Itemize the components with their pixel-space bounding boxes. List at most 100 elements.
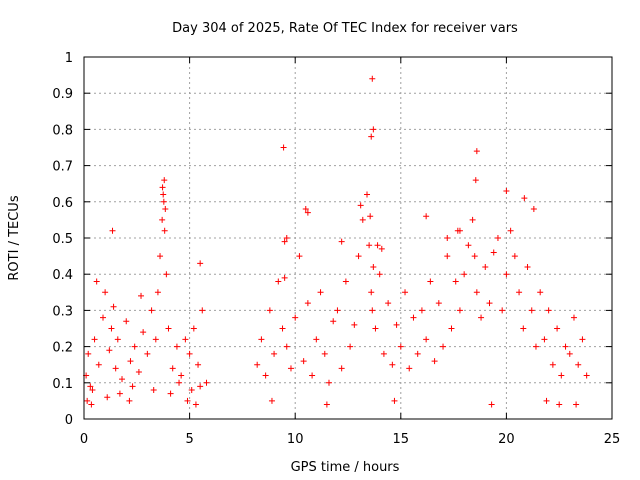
data-point <box>309 372 316 379</box>
data-point <box>203 379 210 386</box>
x-tick-label: 25 <box>604 432 621 447</box>
data-point <box>317 289 324 296</box>
data-point <box>368 133 375 140</box>
data-point <box>402 289 409 296</box>
data-point <box>369 75 376 82</box>
data-point <box>435 300 442 307</box>
data-point <box>427 278 434 285</box>
data-point <box>393 321 400 328</box>
data-point <box>281 274 288 281</box>
data-point <box>583 372 590 379</box>
data-point <box>465 242 472 249</box>
data-point <box>169 365 176 372</box>
data-point <box>575 361 582 368</box>
x-tick-label: 15 <box>393 432 410 447</box>
data-point <box>300 358 307 365</box>
data-point <box>494 235 501 241</box>
plot-frame <box>83 56 613 420</box>
data-point <box>119 376 126 383</box>
data-point <box>160 198 167 205</box>
data-point <box>84 397 91 404</box>
data-point <box>157 253 164 260</box>
data-point <box>114 336 121 343</box>
data-point <box>283 343 290 350</box>
data-point <box>503 187 510 194</box>
data-point <box>562 343 569 350</box>
data-point <box>91 336 98 343</box>
data-point <box>521 195 528 202</box>
x-axis-label: GPS time / hours <box>291 460 400 475</box>
data-point <box>566 350 573 357</box>
data-point <box>473 289 480 296</box>
y-tick-label: 0 <box>65 413 73 428</box>
data-point <box>292 314 299 321</box>
data-point <box>173 343 180 350</box>
y-tick-label: 1 <box>65 51 73 66</box>
data-point <box>162 206 169 213</box>
data-point <box>287 365 294 372</box>
y-tick-label: 0.4 <box>52 268 73 283</box>
data-point <box>338 238 345 245</box>
data-point <box>473 148 480 155</box>
data-point <box>110 303 117 310</box>
data-points <box>83 75 590 408</box>
data-point <box>364 191 371 198</box>
data-point <box>355 253 362 260</box>
data-point <box>389 361 396 368</box>
data-point <box>152 336 159 343</box>
data-point <box>182 336 189 343</box>
data-point <box>431 358 438 365</box>
data-point <box>368 289 375 296</box>
data-point <box>163 271 170 278</box>
data-point <box>192 401 199 408</box>
data-point <box>302 206 309 213</box>
data-point <box>471 253 478 260</box>
data-point <box>197 260 204 267</box>
x-tick-label: 5 <box>185 432 193 447</box>
data-point <box>129 383 136 390</box>
data-point <box>532 343 539 350</box>
data-point <box>423 336 430 343</box>
data-point <box>456 227 463 234</box>
data-point <box>161 177 168 184</box>
x-tick-label: 10 <box>287 432 304 447</box>
data-point <box>100 314 107 321</box>
data-point <box>165 325 172 332</box>
data-point <box>524 263 531 270</box>
data-point <box>370 263 377 270</box>
data-point <box>351 321 358 328</box>
data-point <box>123 318 130 325</box>
data-point <box>507 227 514 234</box>
data-point <box>150 387 157 394</box>
y-tick-label: 0.9 <box>52 87 73 102</box>
data-point <box>374 242 381 249</box>
data-point <box>95 361 102 368</box>
data-point <box>579 336 586 343</box>
grid-lines <box>84 57 612 419</box>
data-point <box>486 300 493 307</box>
data-point <box>148 307 155 314</box>
data-point <box>554 325 561 332</box>
data-point <box>520 325 527 332</box>
y-axis-ticks: 0 0.1 0.2 0.3 0.4 0.5 0.6 0.7 0.8 0.9 1 <box>52 51 612 428</box>
data-point <box>378 245 385 252</box>
data-point <box>530 206 537 213</box>
data-point <box>330 318 337 325</box>
data-point <box>85 350 92 357</box>
data-point <box>490 249 497 256</box>
y-tick-label: 0.3 <box>52 304 73 319</box>
data-point <box>376 271 383 278</box>
y-tick-label: 0.5 <box>52 232 73 247</box>
data-point <box>511 253 518 260</box>
x-tick-label: 0 <box>80 432 88 447</box>
data-point <box>541 336 548 343</box>
data-point <box>271 350 278 357</box>
x-tick-label: 20 <box>498 432 515 447</box>
data-point <box>549 361 556 368</box>
data-point <box>108 325 115 332</box>
data-point <box>186 350 193 357</box>
data-point <box>268 397 275 404</box>
data-point <box>178 372 185 379</box>
data-point <box>323 401 330 408</box>
data-point <box>199 307 206 314</box>
